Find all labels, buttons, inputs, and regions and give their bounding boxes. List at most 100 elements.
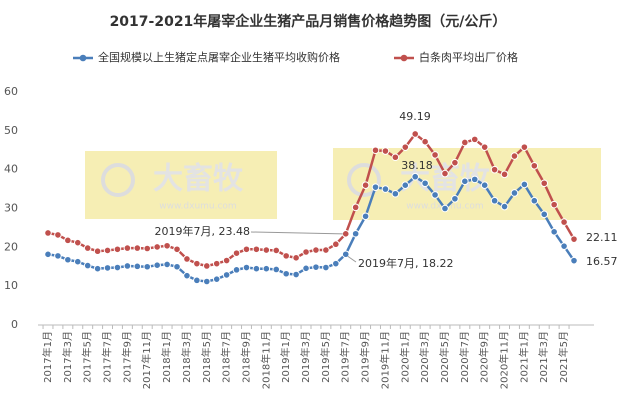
data-point: [470, 175, 479, 184]
data-point: [183, 255, 191, 263]
data-point: [341, 250, 350, 259]
x-tick-label: 2021年1月: [517, 331, 530, 383]
data-point: [570, 256, 578, 265]
data-point: [202, 262, 211, 270]
data-point: [520, 143, 529, 151]
watermark-box: [85, 151, 277, 219]
data-point: [500, 170, 509, 179]
watermark: 大畜牧: [153, 162, 244, 197]
annotation: 49.19: [399, 110, 431, 123]
data-point: [193, 259, 201, 268]
x-tick-label: 2021年3月: [537, 331, 550, 383]
data-point: [232, 266, 241, 274]
data-point: [262, 264, 271, 273]
x-tick-label: 2019年1月: [279, 331, 292, 383]
data-point: [44, 229, 52, 237]
data-point: [332, 240, 340, 249]
legend-label: 全国规模以上生猪定点屠宰企业生猪平均收购价格: [98, 50, 340, 64]
x-tick-label: 2018年11月: [259, 331, 272, 389]
data-point: [371, 183, 380, 191]
watermark-logo: [347, 163, 381, 197]
x-tick-label: 2020年9月: [478, 331, 491, 383]
data-point: [411, 172, 420, 181]
data-point: [401, 181, 410, 189]
data-point: [93, 264, 102, 273]
data-point: [312, 246, 320, 254]
x-tick-label: 2019年9月: [359, 331, 372, 383]
data-point: [381, 147, 390, 155]
data-point: [143, 244, 152, 253]
data-point: [361, 181, 370, 189]
y-tick-label: 10: [4, 279, 18, 292]
x-tick-label: 2019年3月: [299, 331, 312, 383]
x-tick-label: 2017年3月: [61, 331, 74, 383]
data-point: [73, 257, 82, 266]
chart-title: 2017-2021年屠宰企业生猪产品月销售价格趋势图（元/公斤）: [110, 13, 507, 30]
data-point: [133, 262, 142, 271]
data-point: [470, 135, 479, 144]
data-point: [202, 277, 211, 286]
data-point: [222, 271, 231, 279]
annotation: 2019年7月, 18.22: [358, 256, 453, 270]
data-point: [421, 137, 429, 146]
x-tick-label: 2018年7月: [220, 331, 233, 383]
x-tick-label: 2020年7月: [458, 331, 471, 383]
data-point: [441, 204, 449, 213]
data-point: [302, 264, 310, 273]
annotation-leader: [347, 255, 357, 263]
annotation: 38.18: [401, 159, 433, 172]
x-tick-label: 2020年5月: [438, 331, 451, 383]
data-point: [143, 262, 152, 271]
data-point: [540, 179, 549, 188]
data-point: [83, 261, 92, 270]
annotation-leader: [250, 231, 343, 235]
data-point: [103, 264, 112, 272]
x-tick-label: 2017年1月: [41, 331, 54, 383]
data-point: [500, 202, 509, 211]
data-point: [530, 161, 539, 170]
data-point: [332, 259, 340, 268]
x-tick-label: 2017年7月: [101, 331, 114, 383]
data-point: [490, 196, 499, 205]
data-point: [381, 185, 390, 193]
data-point: [282, 269, 290, 278]
data-point: [411, 130, 420, 138]
watermark-logo: [101, 163, 135, 197]
data-point: [351, 203, 360, 212]
data-point: [510, 152, 519, 160]
data-point: [421, 179, 429, 188]
y-tick-label: 0: [11, 318, 18, 331]
data-point: [173, 245, 181, 254]
data-point: [461, 177, 469, 186]
data-point: [222, 256, 231, 265]
data-point: [64, 236, 72, 245]
data-point: [133, 244, 142, 252]
y-tick-label: 20: [4, 240, 18, 253]
data-point: [322, 263, 330, 272]
data-point: [520, 180, 529, 189]
data-point: [153, 243, 161, 251]
data-point: [54, 231, 62, 239]
legend-label: 白条肉平均出厂价格: [419, 50, 518, 64]
data-point: [480, 181, 489, 189]
x-tick-label: 2019年11月: [378, 331, 391, 389]
data-point: [183, 271, 191, 280]
data-point: [451, 158, 459, 167]
data-point: [83, 244, 92, 252]
x-tick-label: 2020年3月: [418, 331, 431, 383]
annotation: 2019年7月, 23.48: [155, 224, 250, 238]
annotation: 22.11: [586, 231, 617, 244]
data-point: [73, 238, 82, 247]
data-point: [431, 151, 439, 159]
data-point: [212, 275, 221, 283]
data-point: [103, 246, 112, 255]
x-tick-label: 2018年3月: [180, 331, 193, 383]
data-point: [212, 259, 221, 268]
legend-swatch: [79, 54, 87, 62]
data-point: [302, 248, 310, 256]
data-point: [401, 143, 410, 151]
data-point: [242, 245, 251, 254]
data-point: [232, 249, 241, 257]
data-point: [351, 229, 360, 238]
x-tick-label: 2019年7月: [339, 331, 352, 383]
